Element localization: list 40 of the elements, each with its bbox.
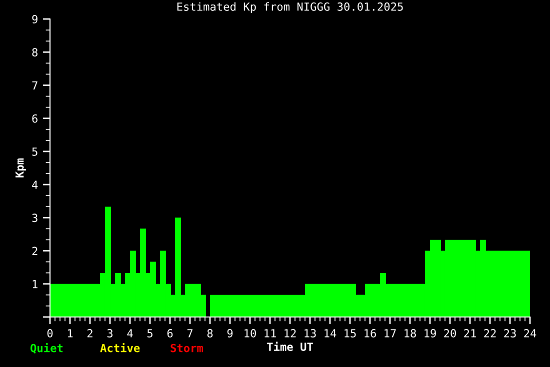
x-tick-label: 3 xyxy=(107,329,113,338)
text: Quiet xyxy=(30,343,63,354)
x-axis-title: Time UT xyxy=(267,342,313,351)
y-axis-title: Kpm xyxy=(16,158,26,178)
x-tick-label: 21 xyxy=(464,329,476,338)
x-tick-label: 0 xyxy=(47,329,53,338)
x-tick-label: 16 xyxy=(364,329,376,338)
x-tick-label: 10 xyxy=(244,329,256,338)
x-tick-label: 20 xyxy=(444,329,456,338)
y-tick-label: 3 xyxy=(32,214,38,222)
y-tick-label: 5 xyxy=(32,148,38,156)
y-tick-label: 8 xyxy=(32,48,38,57)
x-tick-label: 1 xyxy=(68,329,73,338)
x-tick-label: 13 xyxy=(304,329,316,338)
x-tick-label: 15 xyxy=(344,329,356,338)
x-tick-label: 24 xyxy=(524,329,536,338)
x-tick-label: 14 xyxy=(324,329,336,338)
x-tick-label: 23 xyxy=(504,329,516,338)
x-tick-label: 12 xyxy=(284,329,296,338)
chart-title: Estimated Kp from NIGGG 30.01.2025 xyxy=(177,2,403,13)
x-tick-label: 19 xyxy=(424,329,436,338)
text: Active xyxy=(100,343,140,352)
text: Storm xyxy=(170,344,204,352)
y-tick-label: 9 xyxy=(32,15,38,24)
x-tick-label: 5 xyxy=(147,329,152,338)
x-tick-label: 22 xyxy=(484,329,496,338)
y-tick-label: 2 xyxy=(32,246,38,256)
x-tick-label: 17 xyxy=(384,329,396,338)
y-tick-label: 6 xyxy=(32,114,38,123)
x-tick-label: 2 xyxy=(87,329,92,338)
x-tick-label: 18 xyxy=(404,329,416,338)
x-tick-label: 8 xyxy=(207,329,213,338)
y-tick-label: 4 xyxy=(32,180,38,189)
x-tick-label: 11 xyxy=(264,329,276,338)
y-tick-label: 1 xyxy=(32,280,38,288)
x-tick-label: 7 xyxy=(187,329,193,338)
y-tick-label: 7 xyxy=(32,81,38,90)
x-tick-label: 9 xyxy=(227,329,233,338)
x-tick-label: 6 xyxy=(167,329,173,338)
x-tick-label: 4 xyxy=(127,329,133,338)
